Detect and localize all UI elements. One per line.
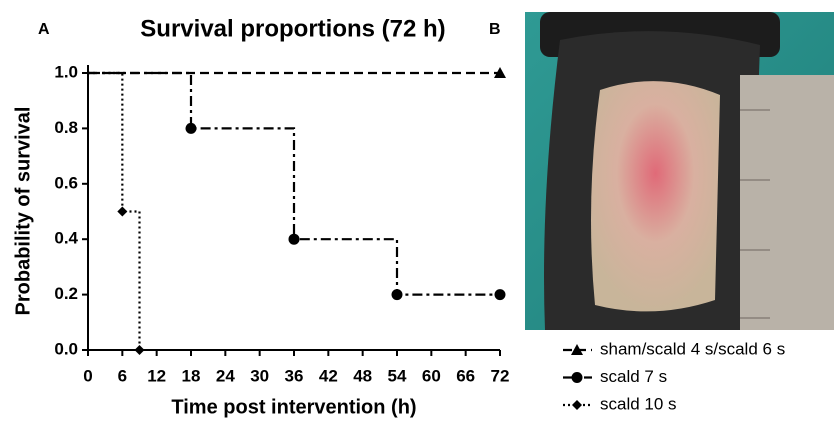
y-tick-label: 0.4 — [54, 229, 78, 248]
x-tick-label: 12 — [147, 366, 166, 385]
chart-title: Survival proportions (72 h) — [140, 15, 445, 42]
legend-label: scald 7 s — [600, 367, 667, 386]
x-tick-label: 54 — [388, 366, 407, 385]
x-tick-label: 72 — [491, 366, 510, 385]
marker — [117, 207, 127, 217]
x-tick-label: 66 — [456, 366, 475, 385]
x-tick-label: 18 — [182, 366, 201, 385]
panel-label: A — [38, 21, 50, 38]
x-tick-label: 0 — [83, 366, 92, 385]
panel-label: B — [489, 21, 501, 38]
marker — [392, 289, 403, 300]
x-tick-label: 42 — [319, 366, 338, 385]
legend-label: scald 10 s — [600, 394, 677, 413]
legend-label: sham/scald 4 s/scald 6 s — [600, 339, 785, 358]
y-tick-label: 0.8 — [54, 118, 78, 137]
x-tick-label: 24 — [216, 366, 235, 385]
marker — [495, 289, 506, 300]
x-axis-title: Time post intervention (h) — [171, 396, 416, 418]
y-tick-label: 0.2 — [54, 284, 78, 303]
marker — [135, 345, 145, 355]
x-tick-label: 6 — [118, 366, 127, 385]
marker — [186, 123, 197, 134]
legend-marker — [572, 372, 583, 383]
figure: A B Survival proportions (72 h) Time pos… — [0, 0, 834, 419]
x-tick-label: 36 — [285, 366, 304, 385]
y-tick-label: 1.0 — [54, 62, 78, 81]
x-tick-label: 30 — [250, 366, 269, 385]
survival-line — [88, 73, 140, 350]
x-tick-label: 48 — [353, 366, 372, 385]
marker — [289, 234, 300, 245]
y-tick-label: 0.0 — [54, 339, 78, 358]
photo — [525, 12, 834, 330]
survival-line — [88, 73, 500, 295]
y-axis-title: Probability of survival — [12, 107, 34, 316]
x-tick-label: 60 — [422, 366, 441, 385]
y-tick-label: 0.6 — [54, 173, 78, 192]
legend-marker — [572, 400, 582, 410]
